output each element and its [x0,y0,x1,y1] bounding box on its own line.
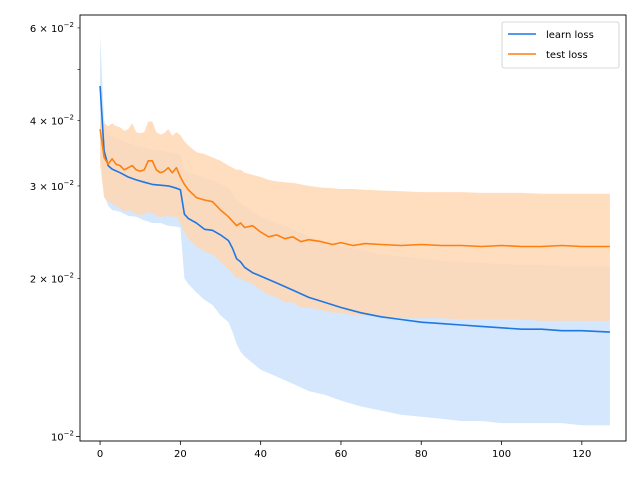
plot-frame [79,14,627,442]
learn-loss-line [99,85,610,333]
y-tick-label: 4 × 10−2 [30,113,74,127]
x-tick-label: 0 [97,449,103,460]
y-tick-label: 10−2 [51,429,74,443]
x-tick-label: 60 [335,449,348,460]
x-tick-label: 120 [572,449,591,460]
y-tick-label: 2 × 10−2 [30,271,74,285]
confidence-bands [100,35,610,426]
legend-frame [501,21,620,69]
y-tick-label: 6 × 10−2 [30,21,74,35]
test-loss-legend-label: test loss [546,50,588,61]
y-tick-label: 3 × 10−2 [30,179,74,193]
x-axis: 0 20 40 60 80 100 120 [97,441,591,460]
x-tick-label: 100 [492,449,511,460]
legend: learn loss test loss [501,21,620,69]
learn-loss-band [100,35,610,426]
x-tick-label: 40 [254,449,267,460]
test-loss-line [99,128,610,248]
x-tick-label: 20 [174,449,187,460]
x-tick-label: 80 [415,449,428,460]
y-axis: 10−2 2 × 10−2 3 × 10−2 4 × 10−2 6 × 10−2 [30,21,80,443]
series-lines [99,85,610,333]
test-loss-band [100,120,610,321]
learn-loss-legend-label: learn loss [546,30,594,41]
